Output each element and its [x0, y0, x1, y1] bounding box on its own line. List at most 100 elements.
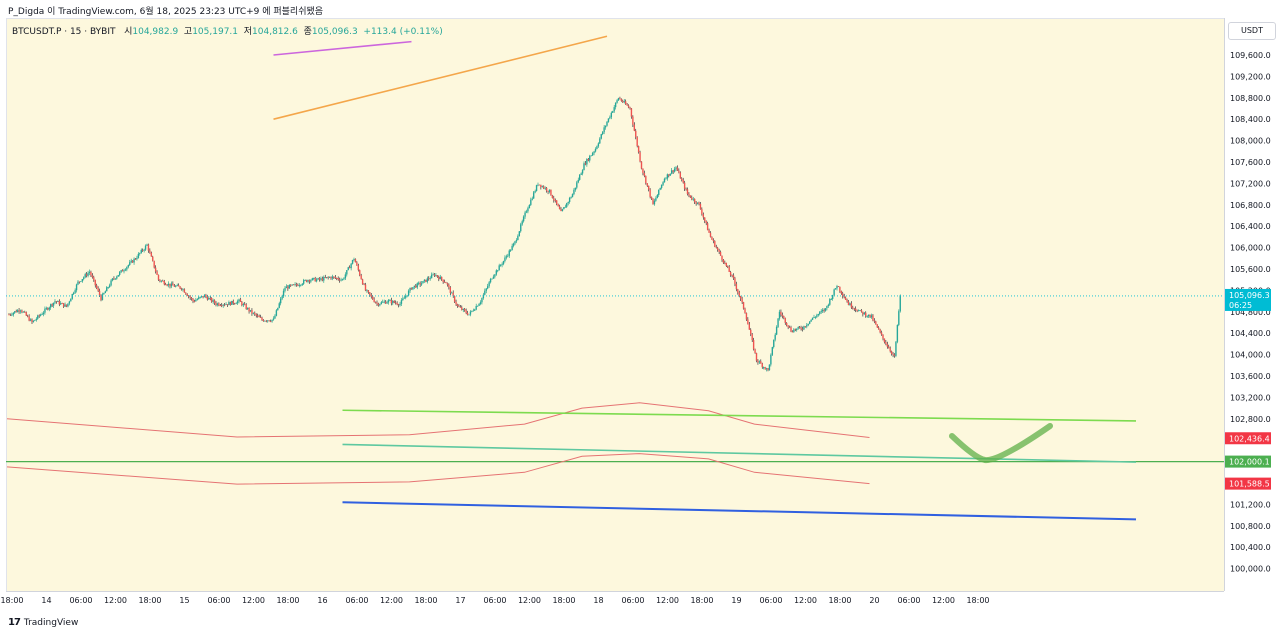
price-tag [1225, 288, 1271, 311]
candle-body [426, 278, 429, 282]
candle-body [870, 315, 873, 318]
candle-body [476, 305, 479, 307]
candle-body [484, 290, 486, 295]
candle-body [532, 192, 535, 199]
price-tag-label: 102,000.1 [1229, 458, 1270, 467]
trendline[interactable] [273, 35, 608, 120]
time-tick-label: 06:00 [207, 596, 230, 605]
candle-body [182, 289, 184, 291]
candle-body [755, 352, 758, 361]
candle-body [370, 294, 372, 297]
candle-body [647, 185, 650, 190]
candle-body [702, 214, 705, 218]
candle-body [256, 315, 259, 317]
candle-body [114, 278, 117, 280]
candle-body [409, 287, 411, 291]
candle-body [228, 302, 230, 306]
candle-body [678, 170, 680, 173]
candle-body [554, 200, 556, 202]
candle-body [521, 221, 523, 225]
candle-body [831, 294, 834, 299]
candle-body [890, 351, 893, 354]
candle-body [712, 239, 715, 242]
currency-button[interactable]: USDT [1228, 22, 1276, 40]
candle-body [541, 186, 544, 188]
candle-body [246, 308, 249, 310]
candle-body [321, 278, 324, 281]
tradingview-logo[interactable]: 𝟭𝟳 TradingView [8, 617, 78, 628]
candle-body [439, 276, 441, 280]
trendline[interactable] [342, 409, 1137, 422]
candle-body [167, 283, 170, 286]
candle-body [77, 281, 79, 285]
candle-body [561, 209, 564, 212]
candle-body [640, 161, 643, 169]
price-tick-label: 108,400.0 [1230, 115, 1271, 124]
candle-body [626, 104, 628, 106]
candle-body [449, 287, 452, 293]
candle-body [193, 301, 196, 303]
candle-body [83, 277, 85, 280]
time-tick-label: 12:00 [932, 596, 955, 605]
time-tick-label: 18 [593, 596, 603, 605]
price-tick-label: 103,200.0 [1230, 393, 1271, 402]
candle-body [873, 320, 876, 322]
candle-body [216, 303, 219, 306]
trendline[interactable] [342, 443, 1137, 463]
candle-body [78, 281, 81, 283]
candle-body [767, 368, 769, 371]
candle-body [877, 327, 880, 330]
candle-body [604, 125, 607, 128]
candle-body [288, 284, 291, 289]
trendline[interactable] [342, 501, 1137, 521]
candle-body [239, 299, 242, 302]
candle-body [632, 116, 634, 125]
candle-body [587, 159, 590, 161]
candle-body [459, 306, 462, 308]
candle-body [872, 315, 874, 321]
candle-body [681, 178, 683, 180]
candle-body [715, 246, 717, 248]
candle-body [305, 280, 308, 282]
time-tick-label: 18:00 [138, 596, 161, 605]
candle-body [616, 100, 618, 103]
chart-pane[interactable] [6, 18, 1224, 591]
candle-body [589, 156, 591, 161]
candle-body [564, 206, 567, 208]
candle-body [794, 329, 797, 331]
candle-body [448, 284, 450, 288]
candle-body [136, 257, 138, 260]
candle-body [134, 258, 137, 260]
candle-body [21, 310, 23, 312]
candle-body [800, 327, 802, 329]
trendline[interactable] [273, 40, 412, 56]
candle-body [793, 329, 795, 332]
candle-body [430, 274, 433, 279]
candle-body [804, 326, 807, 328]
candle-body [577, 179, 579, 183]
candle-body [379, 304, 381, 306]
candle-body [275, 310, 278, 316]
price-tick-label: 102,800.0 [1230, 415, 1271, 424]
candle-body [780, 311, 782, 315]
time-tick-label: 12:00 [104, 596, 127, 605]
candle-body [508, 250, 510, 256]
check-mark-annotation[interactable] [949, 423, 1053, 464]
candle-body [374, 301, 377, 303]
candle-body [742, 302, 745, 309]
candle-body [773, 339, 775, 348]
candle-body [689, 195, 692, 198]
candle-body [163, 281, 165, 285]
candle-body [456, 304, 459, 306]
candle-body [485, 288, 487, 291]
price-tick-label: 104,400.0 [1230, 329, 1271, 338]
candle-body [186, 294, 188, 296]
candle-body [856, 310, 858, 312]
time-tick-label: 18:00 [828, 596, 851, 605]
candle-body [284, 288, 286, 291]
price-tick-label: 100,000.0 [1230, 565, 1271, 574]
candle-body [507, 255, 509, 257]
candle-body [314, 277, 316, 282]
price-tick-label: 103,600.0 [1230, 372, 1271, 381]
time-scale[interactable] [6, 591, 1224, 611]
